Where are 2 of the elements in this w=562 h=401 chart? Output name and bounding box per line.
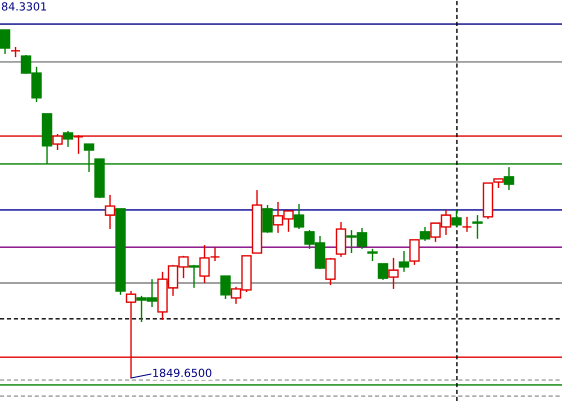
- annotation: 1849.6500: [153, 368, 212, 378]
- text: 84.3301: [2, 2, 46, 11]
